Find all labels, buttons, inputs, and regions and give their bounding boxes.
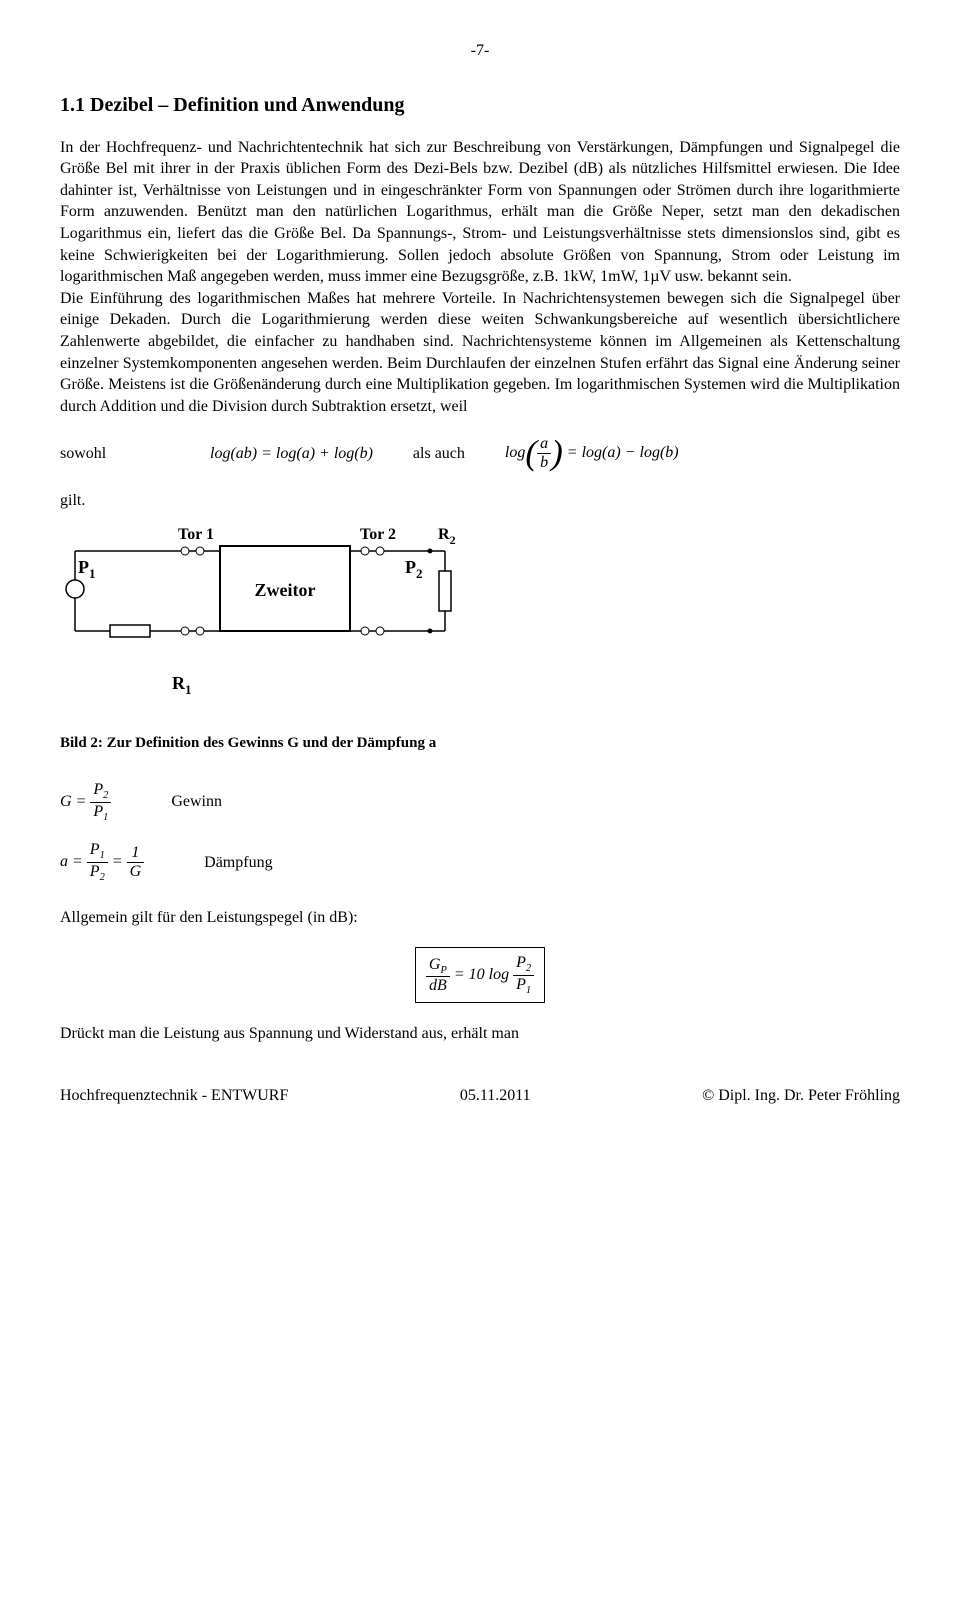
gilt-label: gilt. xyxy=(60,490,900,512)
boxed-equation: GPdB = 10 log P2P1 xyxy=(60,947,900,1003)
tor1-label: Tor 1 xyxy=(178,526,214,543)
sowohl-label: sowohl xyxy=(60,443,170,465)
body-text-1: In der Hochfrequenz- und Nachrichtentech… xyxy=(60,139,900,286)
gewinn-label: Gewinn xyxy=(171,791,222,813)
body-paragraph-1: In der Hochfrequenz- und Nachrichtentech… xyxy=(60,137,900,418)
eq-log-ab: log(ab) = log(a) + log(b) xyxy=(210,443,373,465)
tor2-label: Tor 2 xyxy=(360,526,396,543)
eq-gewinn: G = P2P1 xyxy=(60,781,111,823)
daempfung-label: Dämpfung xyxy=(204,852,272,874)
footer-right: © Dipl. Ing. Dr. Peter Fröhling xyxy=(702,1085,900,1107)
footer-left: Hochfrequenztechnik - ENTWURF xyxy=(60,1085,288,1107)
schluss-text: Drückt man die Leistung aus Spannung und… xyxy=(60,1023,900,1045)
eq-log-a-over-b: log(ab) = log(a) − log(b) xyxy=(505,435,679,471)
gewinn-definition: G = P2P1 Gewinn xyxy=(60,781,900,823)
p2-label: P2 xyxy=(405,557,423,581)
body-text-2: Die Einführung des logarithmischen Maßes… xyxy=(60,290,900,415)
footer-mid: 05.11.2011 xyxy=(460,1085,531,1107)
section-heading: 1.1 Dezibel – Definition und Anwendung xyxy=(60,92,900,119)
r1-label: R1 xyxy=(172,673,192,697)
equation-row: sowohl log(ab) = log(a) + log(b) als auc… xyxy=(60,435,900,471)
zweitor-label: Zweitor xyxy=(255,580,316,600)
alsauch-label: als auch xyxy=(413,443,465,465)
r2-label: R2 xyxy=(438,526,456,547)
daempfung-definition: a = P1P2 = 1G Dämpfung xyxy=(60,841,900,883)
circuit-diagram: Tor 1 Tor 2 R2 P1 P2 Zweitor R1 xyxy=(60,521,900,713)
eq-daempfung: a = P1P2 = 1G xyxy=(60,841,144,883)
figure-caption: Bild 2: Zur Definition des Gewinns G und… xyxy=(60,733,900,753)
page-footer: Hochfrequenztechnik - ENTWURF 05.11.2011… xyxy=(60,1085,900,1107)
allgemein-text: Allgemein gilt für den Leistungspegel (i… xyxy=(60,907,900,929)
eq-gp-db: GPdB = 10 log P2P1 xyxy=(415,947,545,1003)
p1-label: P1 xyxy=(78,557,96,581)
page-number: -7- xyxy=(60,40,900,62)
